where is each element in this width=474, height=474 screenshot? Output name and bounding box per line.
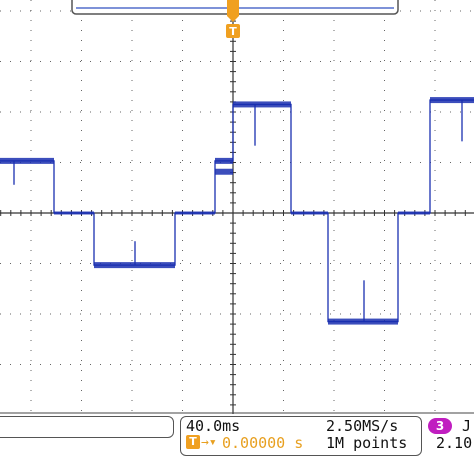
waveform-noise-band bbox=[430, 97, 474, 104]
trigger-marker-badge-icon bbox=[226, 24, 240, 38]
trigger-position-readout: 0.00000 s bbox=[222, 434, 304, 452]
waveform-noise-band bbox=[291, 211, 328, 215]
waveform-noise-band bbox=[215, 157, 233, 164]
channel-3-badge[interactable]: 3 bbox=[428, 418, 452, 434]
record-length-readout: 1M points bbox=[326, 434, 408, 452]
trigger-marker-label: T bbox=[229, 25, 237, 38]
waveform-noise-band bbox=[0, 157, 54, 164]
waveform-noise-band bbox=[175, 211, 215, 215]
waveform-step-band bbox=[215, 168, 233, 175]
oscilloscope-display[interactable]: T bbox=[0, 0, 474, 414]
timebase-readout: 40.0ms bbox=[186, 417, 241, 435]
waveform-noise-band bbox=[54, 211, 94, 215]
trigger-slope-icon: J bbox=[462, 417, 472, 435]
waveform-noise-band bbox=[328, 318, 398, 325]
sample-rate-readout: 2.50MS/s bbox=[326, 417, 399, 435]
waveform-noise-band bbox=[398, 211, 430, 215]
waveform-noise-band bbox=[233, 101, 291, 108]
trigger-level-readout: 2.10 bbox=[436, 434, 473, 452]
status-bar: 40.0ms 2.50MS/s T →▾ 0.00000 s 1M points… bbox=[0, 414, 474, 474]
trigger-arrow-icon: →▾ bbox=[201, 435, 217, 450]
trigger-position-marker-icon bbox=[227, 0, 239, 22]
channel-waveform-trace bbox=[0, 99, 474, 323]
horizontal-settings-box-left[interactable] bbox=[0, 416, 174, 438]
trigger-position-icon: T bbox=[186, 435, 200, 449]
horizontal-settings-panel[interactable] bbox=[180, 416, 422, 456]
